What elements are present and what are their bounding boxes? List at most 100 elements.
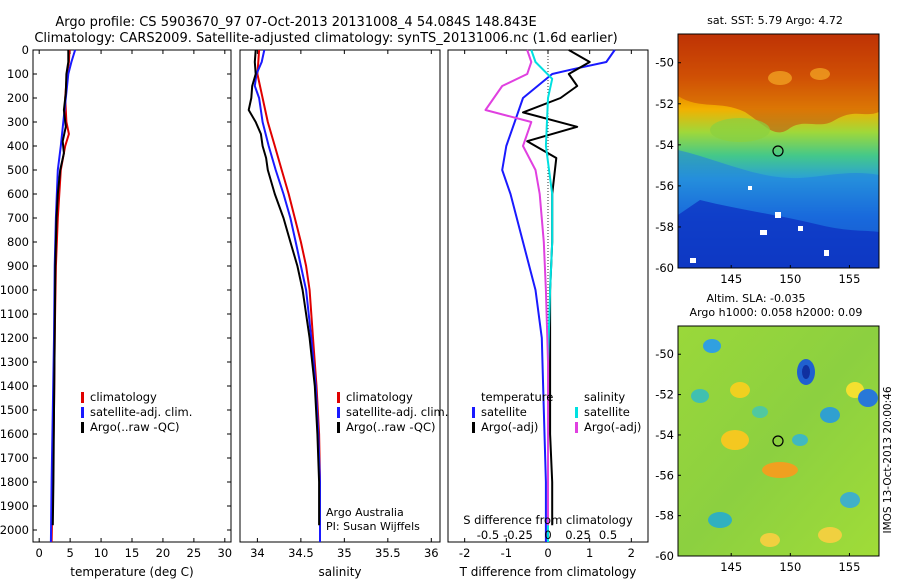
lat-tick-label: -58 (655, 220, 674, 234)
legend-entry: climatology (90, 390, 157, 404)
x-tick-label: 35.5 (375, 546, 401, 560)
argo-float-marker-sla (772, 435, 784, 447)
x-tick-label: 34 (250, 546, 265, 560)
lat-tick-label: -50 (655, 56, 674, 70)
x-tick-label: 1 (586, 546, 593, 560)
sla-map-latitude-axis: -50 -52 -54 -56 -58 -60 (655, 347, 681, 563)
salinity-difference-label: S difference from climatology (463, 513, 633, 527)
temperature-panel: 0100200300400500600700800900100011001200… (0, 43, 232, 579)
depth-tick-label: 1400 (0, 379, 29, 393)
depth-tick-label: 1300 (0, 355, 29, 369)
lon-tick-label: 145 (720, 560, 742, 574)
legend-entry: climatology (346, 390, 413, 404)
salinity-annotation-line2: PI: Susan Wijffels (326, 520, 420, 533)
salinity-difference-tick-label: -0.25 (503, 528, 533, 542)
sla-map-subtitle: Argo h1000: 0.058 h2000: 0.09 (690, 306, 863, 319)
sla-map-longitude-axis: 145 150 155 (720, 553, 860, 574)
x-tick-label: 30 (217, 546, 232, 560)
legend-swatch (337, 392, 340, 403)
sla-map-title: Altim. SLA: -0.035 (706, 292, 805, 305)
depth-tick-label: 500 (7, 163, 29, 177)
series-line-satellite-adj-clim- (49, 49, 77, 543)
sst-map-longitude-axis: 145 150 155 (720, 265, 860, 286)
salinity-axes-frame (239, 49, 441, 543)
depth-tick-label: 1800 (0, 475, 29, 489)
legend-swatch (575, 422, 578, 433)
x-tick-label: -1 (501, 546, 512, 560)
series-line-argo-adj- (522, 49, 591, 526)
difference-panel: -2 -1 0 1 2 temperaturesatelliteArgo(-adj)sa… (447, 49, 649, 579)
legend-entry: satellite-adj. clim. (346, 405, 448, 419)
legend-swatch (337, 422, 340, 433)
x-tick-label: -2 (459, 546, 470, 560)
temperature-series (49, 49, 77, 543)
x-tick-label: 0 (36, 546, 43, 560)
difference-legend: temperaturesatelliteArgo(-adj)salinitysa… (472, 390, 641, 434)
depth-tick-label: 0 (22, 43, 29, 57)
depth-tick-label: 1900 (0, 499, 29, 513)
salinity-annotation-line1: Argo Australia (326, 506, 404, 519)
salinity-difference-axis: -0.5 -0.25 0 0.25 0.5 (477, 528, 617, 542)
depth-tick-label: 800 (7, 235, 29, 249)
salinity-x-label: salinity (318, 565, 361, 579)
x-tick-label: 25 (187, 546, 202, 560)
x-tick-label: 2 (628, 546, 635, 560)
depth-tick-label: 1200 (0, 331, 29, 345)
sst-map-frame (677, 33, 880, 269)
temperature-x-label: temperature (deg C) (70, 565, 193, 579)
temperature-x-axis: 0 5 10 15 20 25 30 (36, 50, 232, 560)
series-line-argo-adj- (484, 49, 549, 526)
lat-tick-label: -54 (655, 428, 674, 442)
lat-tick-label: -54 (655, 138, 674, 152)
imos-credit: IMOS 13-Oct-2013 20:00:46 (882, 386, 894, 533)
salinity-panel: 34 34.5 35 35.5 36 climatologysatellite-adj.… (239, 49, 448, 579)
lat-tick-label: -50 (655, 347, 674, 361)
argo-float-marker (772, 145, 784, 157)
legend-entry: Argo(..raw -QC) (90, 420, 180, 434)
legend-swatch (81, 422, 84, 433)
legend-swatch (337, 407, 340, 418)
lon-tick-label: 145 (720, 272, 742, 286)
legend-swatch (81, 407, 84, 418)
lat-tick-label: -52 (655, 388, 674, 402)
series-line-argo-raw-qc- (51, 50, 70, 526)
depth-tick-label: 1500 (0, 403, 29, 417)
salinity-difference-tick-label: 0.5 (599, 528, 617, 542)
legend-entry: Argo(-adj) (481, 420, 538, 434)
legend-entry: satellite-adj. clim. (90, 405, 192, 419)
x-tick-label: 35 (337, 546, 352, 560)
legend-swatch (472, 407, 475, 418)
depth-tick-label: 1000 (0, 283, 29, 297)
depth-tick-label: 1600 (0, 427, 29, 441)
depth-tick-label: 2000 (0, 523, 29, 537)
depth-tick-label: 300 (7, 115, 29, 129)
title-line-1: Argo profile: CS 5903670_97 07-Oct-2013 … (55, 15, 536, 30)
salinity-difference-tick-label: 0.25 (565, 528, 591, 542)
x-tick-label: 15 (125, 546, 140, 560)
legend-entry: Argo(..raw -QC) (346, 420, 436, 434)
x-tick-label: 36 (424, 546, 439, 560)
legend-entry: satellite (481, 405, 527, 419)
salinity-series (247, 49, 321, 542)
sst-map-latitude-axis: -50 -52 -54 -56 -58 -60 (655, 56, 681, 275)
salinity-difference-tick-label: 0 (544, 528, 551, 542)
depth-axis: 0 100 200 300 400 500 600 700 800 900 1000 1100 1200… (0, 43, 231, 537)
depth-tick-label: 200 (7, 91, 29, 105)
depth-tick-label: 1100 (0, 307, 29, 321)
depth-tick-label: 900 (7, 259, 29, 273)
temperature-axes-frame (32, 49, 232, 543)
lat-tick-label: -56 (655, 179, 674, 193)
depth-tick-label: 700 (7, 211, 29, 225)
legend-entry: salinity (584, 390, 625, 404)
lat-tick-label: -56 (655, 468, 674, 482)
lat-tick-label: -52 (655, 97, 674, 111)
legend-swatch (575, 407, 578, 418)
legend-swatch (81, 392, 84, 403)
lat-tick-label: -60 (655, 549, 674, 563)
x-tick-label: 34.5 (288, 546, 314, 560)
depth-tick-label: 1700 (0, 451, 29, 465)
lat-tick-label: -58 (655, 509, 674, 523)
